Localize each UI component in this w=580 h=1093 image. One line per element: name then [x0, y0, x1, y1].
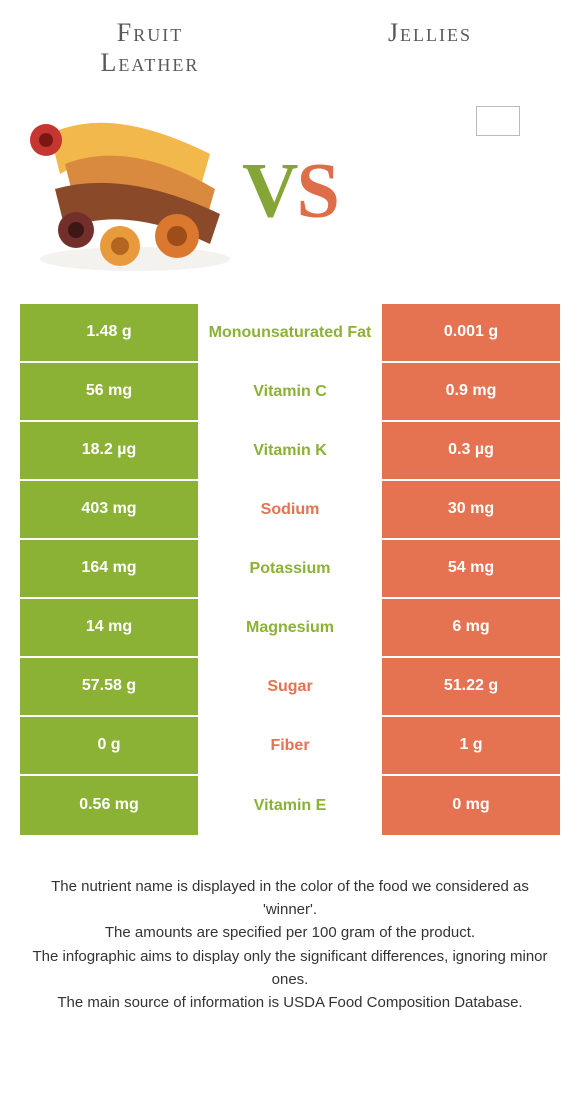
cell-nutrient-label: Sugar [198, 658, 382, 715]
cell-right-value: 0.001 g [382, 304, 560, 361]
cell-nutrient-label: Monounsaturated Fat [198, 304, 382, 361]
footer-line-2: The amounts are specified per 100 gram o… [26, 921, 554, 944]
table-row: 56 mgVitamin C0.9 mg [20, 363, 560, 422]
cell-right-value: 51.22 g [382, 658, 560, 715]
footer-line-1: The nutrient name is displayed in the co… [26, 875, 554, 922]
table-row: 403 mgSodium30 mg [20, 481, 560, 540]
footer-line-3: The infographic aims to display only the… [26, 945, 554, 992]
images-row: VS [0, 84, 580, 304]
cell-left-value: 56 mg [20, 363, 198, 420]
footer-notes: The nutrient name is displayed in the co… [26, 875, 554, 1015]
cell-left-value: 14 mg [20, 599, 198, 656]
cell-nutrient-label: Vitamin E [198, 776, 382, 835]
vs-v: V [242, 146, 296, 233]
cell-left-value: 0.56 mg [20, 776, 198, 835]
image-placeholder-icon [476, 106, 520, 136]
vs-s: S [296, 146, 337, 233]
cell-nutrient-label: Vitamin K [198, 422, 382, 479]
table-row: 1.48 gMonounsaturated Fat0.001 g [20, 304, 560, 363]
cell-right-value: 0.3 µg [382, 422, 560, 479]
cell-left-value: 57.58 g [20, 658, 198, 715]
cell-nutrient-label: Potassium [198, 540, 382, 597]
cell-right-value: 6 mg [382, 599, 560, 656]
food-left-image [30, 94, 240, 279]
cell-right-value: 1 g [382, 717, 560, 774]
table-row: 14 mgMagnesium6 mg [20, 599, 560, 658]
table-row: 57.58 gSugar51.22 g [20, 658, 560, 717]
header: FruitLeather Jellies [0, 0, 580, 78]
table-row: 18.2 µgVitamin K0.3 µg [20, 422, 560, 481]
food-left-col: FruitLeather [40, 18, 260, 78]
cell-nutrient-label: Sodium [198, 481, 382, 538]
cell-left-value: 403 mg [20, 481, 198, 538]
cell-left-value: 0 g [20, 717, 198, 774]
cell-left-value: 18.2 µg [20, 422, 198, 479]
cell-nutrient-label: Fiber [198, 717, 382, 774]
nutrient-table: 1.48 gMonounsaturated Fat0.001 g56 mgVit… [20, 304, 560, 835]
cell-right-value: 30 mg [382, 481, 560, 538]
food-left-title: FruitLeather [40, 18, 260, 78]
cell-left-value: 164 mg [20, 540, 198, 597]
vs-label: VS [242, 145, 338, 235]
cell-nutrient-label: Vitamin C [198, 363, 382, 420]
cell-nutrient-label: Magnesium [198, 599, 382, 656]
food-right-title: Jellies [320, 18, 540, 48]
fruit-leather-icon [30, 94, 240, 274]
footer-line-4: The main source of information is USDA F… [26, 991, 554, 1014]
food-right-image [476, 106, 520, 136]
cell-left-value: 1.48 g [20, 304, 198, 361]
cell-right-value: 0.9 mg [382, 363, 560, 420]
cell-right-value: 54 mg [382, 540, 560, 597]
cell-right-value: 0 mg [382, 776, 560, 835]
table-row: 0.56 mgVitamin E0 mg [20, 776, 560, 835]
table-row: 164 mgPotassium54 mg [20, 540, 560, 599]
table-row: 0 gFiber1 g [20, 717, 560, 776]
food-right-col: Jellies [320, 18, 540, 78]
